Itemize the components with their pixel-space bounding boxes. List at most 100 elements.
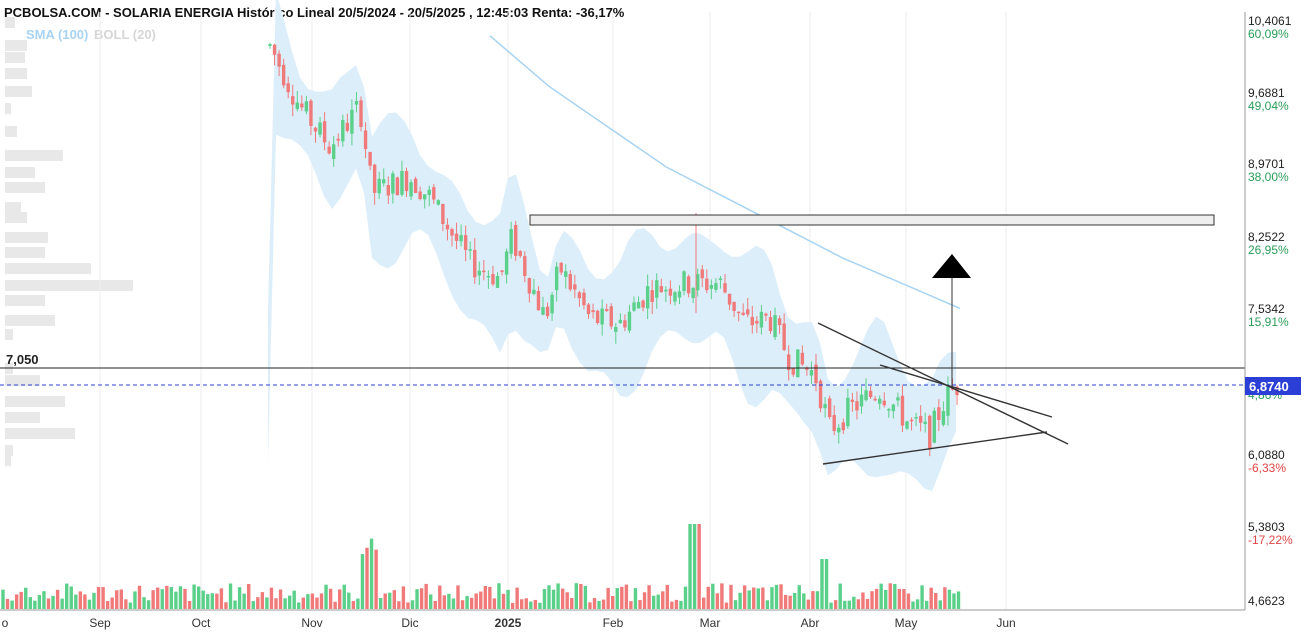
candle[interactable] (368, 151, 372, 171)
candle[interactable] (677, 285, 682, 305)
candle[interactable] (614, 322, 618, 344)
candle[interactable] (668, 280, 673, 305)
candle[interactable] (345, 113, 350, 133)
candle[interactable] (586, 302, 591, 319)
candle[interactable] (568, 270, 572, 292)
candle[interactable] (541, 296, 545, 316)
candle[interactable] (741, 303, 745, 316)
candle[interactable] (409, 179, 413, 201)
candle[interactable] (809, 361, 814, 384)
candle[interactable] (718, 275, 723, 289)
candle[interactable] (932, 407, 936, 444)
candle[interactable] (436, 199, 441, 206)
candle[interactable] (655, 273, 659, 309)
candle[interactable] (800, 345, 805, 366)
candle[interactable] (514, 220, 518, 261)
boll-legend[interactable]: BOLL (20) (94, 27, 156, 42)
candle[interactable] (882, 392, 886, 408)
candle[interactable] (450, 227, 454, 247)
candle[interactable] (914, 412, 918, 427)
candle[interactable] (682, 270, 686, 296)
candle[interactable] (868, 386, 873, 399)
candle[interactable] (332, 136, 336, 167)
candle[interactable] (896, 392, 900, 407)
candle[interactable] (277, 50, 281, 77)
candle[interactable] (536, 286, 541, 311)
candle[interactable] (327, 141, 331, 155)
candle[interactable] (463, 225, 468, 262)
candle[interactable] (291, 84, 295, 117)
candle[interactable] (359, 96, 363, 132)
candle[interactable] (782, 313, 786, 352)
candle[interactable] (632, 296, 636, 312)
candle[interactable] (823, 397, 827, 418)
candle[interactable] (518, 250, 522, 258)
candle[interactable] (318, 116, 322, 138)
candle[interactable] (500, 270, 504, 276)
candle[interactable] (732, 301, 736, 318)
candle[interactable] (700, 265, 704, 288)
candle[interactable] (600, 299, 604, 336)
candle[interactable] (354, 91, 359, 113)
candle[interactable] (691, 286, 695, 304)
candle[interactable] (791, 367, 795, 377)
candle[interactable] (787, 345, 791, 381)
candle[interactable] (759, 304, 764, 335)
candle[interactable] (473, 238, 477, 285)
candle[interactable] (372, 163, 377, 205)
candle[interactable] (382, 168, 386, 187)
candle[interactable] (395, 176, 400, 196)
candle[interactable] (268, 42, 272, 49)
candle[interactable] (714, 278, 718, 293)
candle[interactable] (773, 307, 777, 341)
candle[interactable] (322, 112, 327, 151)
candle[interactable] (527, 277, 532, 303)
candle[interactable] (281, 58, 286, 89)
candle[interactable] (859, 386, 864, 414)
candle[interactable] (459, 224, 463, 247)
candle[interactable] (363, 122, 368, 159)
candle[interactable] (878, 395, 882, 410)
candle[interactable] (400, 160, 404, 197)
candle[interactable] (504, 248, 509, 284)
candle[interactable] (427, 185, 431, 207)
candle[interactable] (432, 183, 436, 204)
candle[interactable] (941, 401, 946, 427)
candle[interactable] (777, 315, 782, 334)
candle[interactable] (750, 305, 754, 334)
candle[interactable] (727, 293, 732, 311)
candle[interactable] (768, 310, 773, 334)
candle[interactable] (559, 261, 563, 276)
candle[interactable] (864, 378, 868, 402)
candle[interactable] (746, 297, 750, 318)
candle[interactable] (659, 278, 663, 293)
candle[interactable] (554, 261, 559, 302)
candle[interactable] (905, 420, 909, 431)
candle[interactable] (909, 417, 914, 431)
candle[interactable] (595, 309, 600, 325)
candle[interactable] (650, 279, 654, 314)
candle[interactable] (577, 290, 582, 307)
candle[interactable] (605, 303, 609, 313)
candle[interactable] (272, 43, 277, 66)
candle[interactable] (636, 296, 641, 309)
candle[interactable] (764, 312, 768, 322)
triangle-pattern[interactable] (817, 322, 1069, 465)
candle[interactable] (841, 418, 845, 434)
candle[interactable] (309, 98, 313, 136)
candle[interactable] (709, 279, 714, 300)
candle[interactable] (723, 274, 727, 294)
candle[interactable] (391, 170, 395, 204)
candle[interactable] (696, 268, 700, 297)
candle[interactable] (532, 278, 536, 296)
candle[interactable] (341, 114, 345, 147)
candle[interactable] (641, 299, 645, 312)
candle[interactable] (468, 241, 472, 260)
candle[interactable] (623, 314, 627, 332)
candle[interactable] (418, 186, 422, 201)
candle[interactable] (445, 218, 450, 241)
candle[interactable] (564, 264, 568, 289)
candle[interactable] (591, 303, 595, 319)
candle[interactable] (837, 423, 841, 444)
